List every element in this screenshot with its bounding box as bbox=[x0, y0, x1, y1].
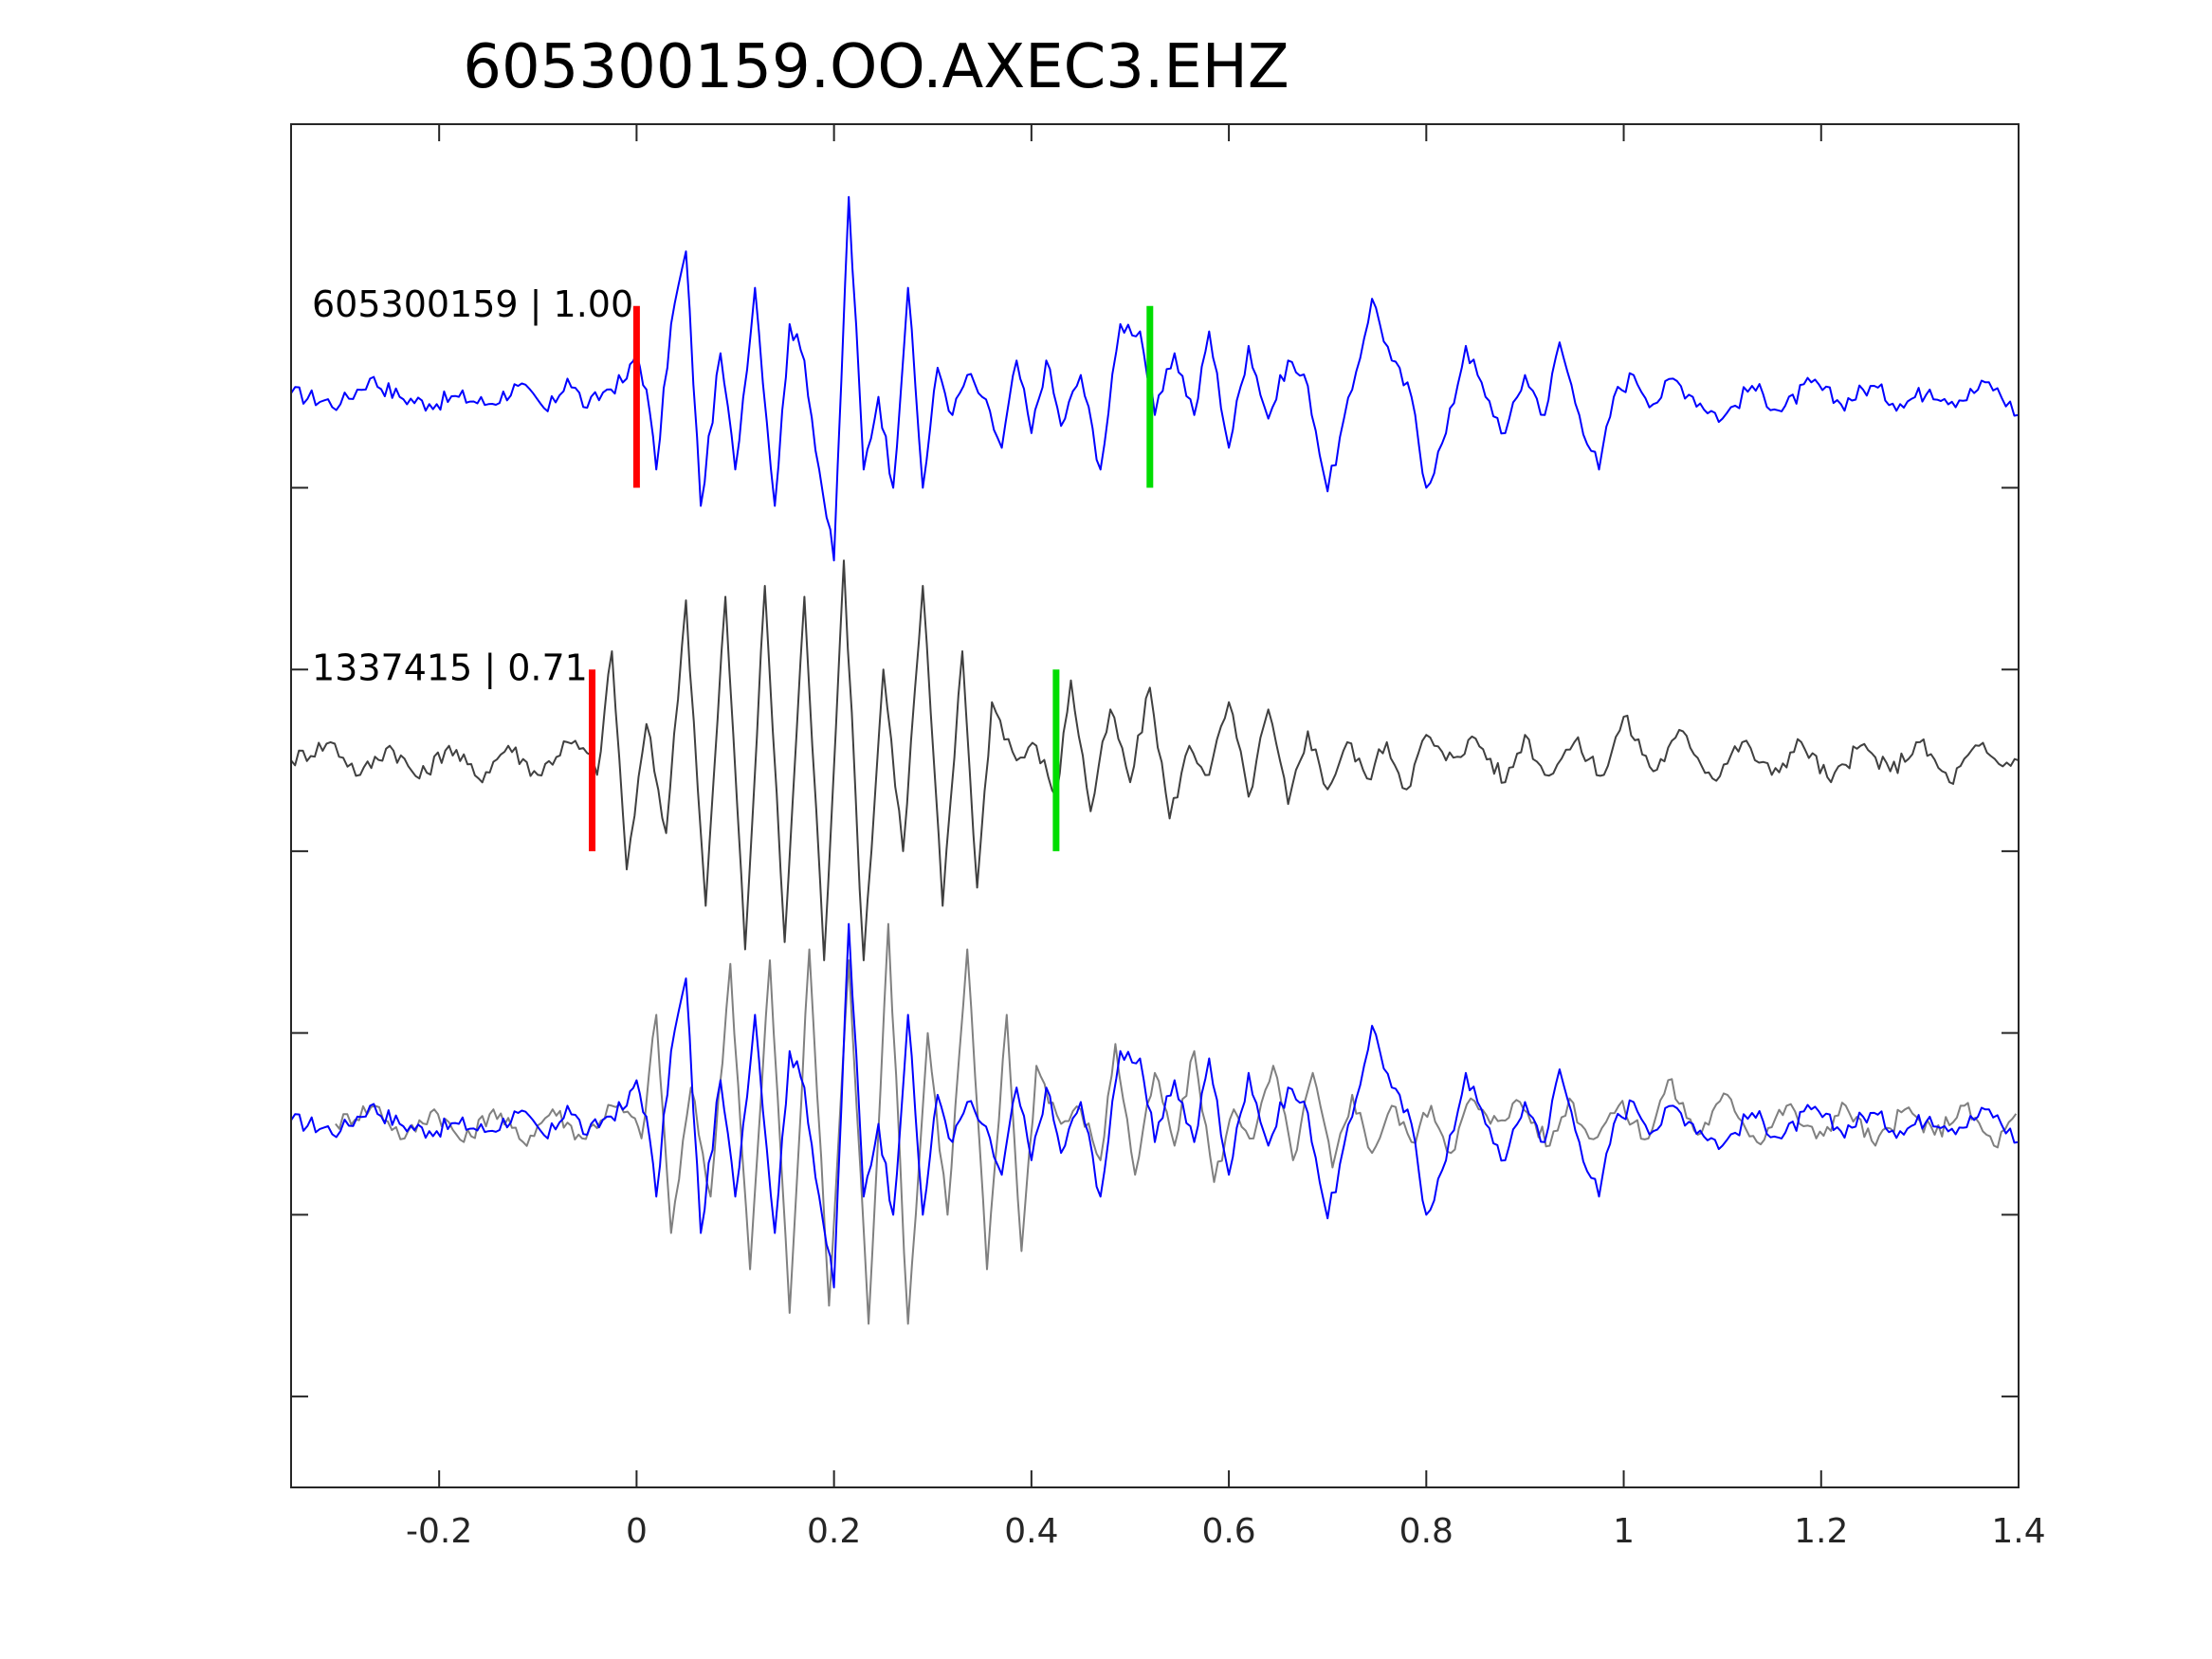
chart-title: 605300159.OO.AXEC3.EHZ bbox=[463, 32, 1289, 102]
trace-waveform-0 bbox=[290, 195, 2020, 562]
x-tick-label: 1.2 bbox=[1794, 1512, 1848, 1551]
overlay-waveform-0 bbox=[335, 922, 2018, 1325]
waveform-traces bbox=[290, 195, 2020, 1325]
overlay-waveform-1 bbox=[290, 922, 2020, 1289]
trace-label-1: 1337415 | 0.71 bbox=[312, 647, 588, 690]
x-tick-label: 0.4 bbox=[1004, 1512, 1058, 1551]
x-tick-label: -0.2 bbox=[406, 1512, 472, 1551]
x-tick-label: 0.6 bbox=[1201, 1512, 1255, 1551]
axis-ticks: -0.2 0 0.2 0.4 0.6 0.8 1 1.2 1.4 bbox=[291, 124, 2046, 1551]
x-tick-label: 1.4 bbox=[1991, 1512, 2045, 1551]
phase-picks bbox=[589, 305, 1154, 851]
trace-label-0: 605300159 | 1.00 bbox=[312, 283, 633, 326]
trace-waveform-1 bbox=[290, 559, 2020, 961]
x-tick-label: 0.2 bbox=[807, 1512, 861, 1551]
x-tick-label: 1 bbox=[1613, 1512, 1635, 1551]
trace-labels: 605300159 | 1.00 1337415 | 0.71 bbox=[312, 283, 633, 689]
plot-axes-frame bbox=[290, 123, 2020, 1488]
x-tick-label: 0.8 bbox=[1399, 1512, 1453, 1551]
x-tick-label: 0 bbox=[626, 1512, 648, 1551]
